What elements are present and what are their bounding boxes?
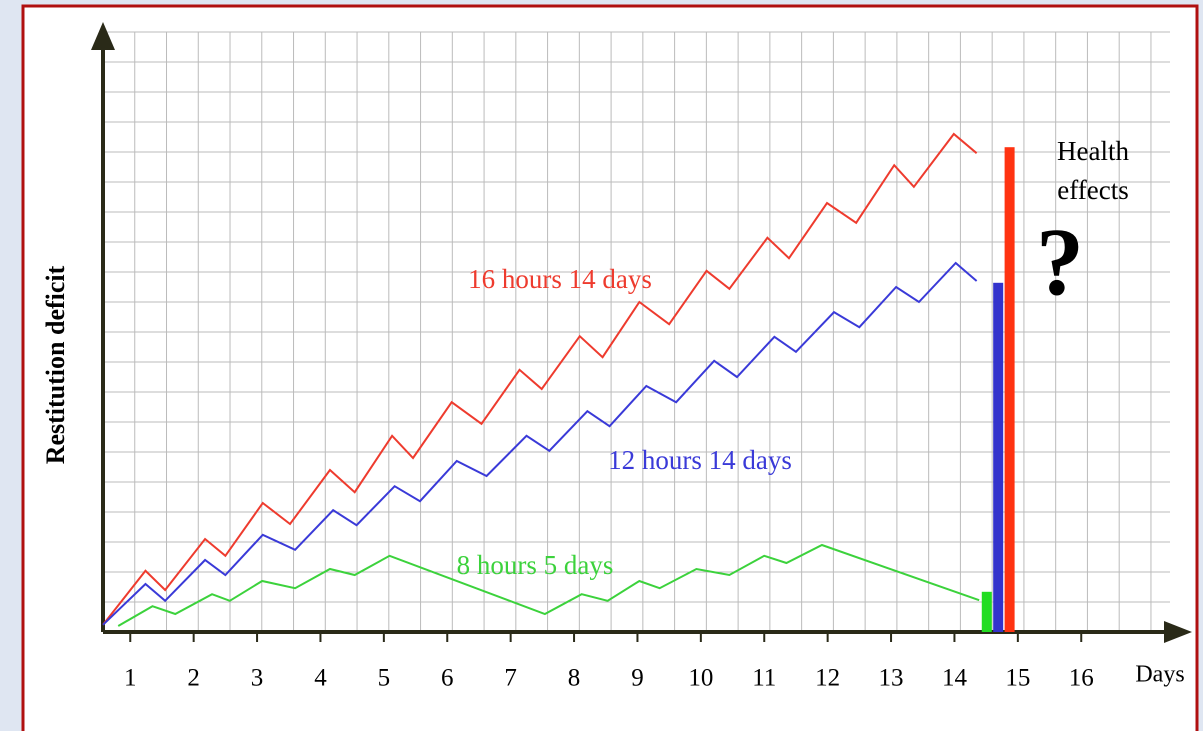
x-tick-label: 13 (879, 665, 904, 692)
x-tick-label: 1 (124, 665, 137, 692)
line-series (102, 132, 978, 626)
x-tick-label: 10 (688, 665, 713, 692)
x-tick-label: 14 (942, 665, 968, 692)
x-tick-label: 6 (441, 665, 454, 692)
series-label: 8 hours 5 days (457, 550, 614, 580)
x-tick-label: 4 (314, 665, 327, 692)
x-axis-label: Days (1135, 662, 1184, 688)
x-tick-label: 12 (815, 665, 840, 692)
x-tick-label: 11 (752, 665, 776, 692)
x-tick-label: 16 (1069, 665, 1094, 692)
x-axis-arrow (1164, 621, 1192, 643)
bar (981, 591, 992, 632)
x-tick-label: 3 (251, 665, 264, 692)
y-axis-label: Restitution deficit (41, 265, 70, 464)
series-label: 12 hours 14 days (608, 445, 792, 475)
frame (21, 4, 1199, 731)
grid (102, 31, 1170, 633)
line-series (102, 261, 978, 626)
x-tick-label: 9 (631, 665, 644, 692)
line-series (117, 543, 980, 627)
x-tick-label: 2 (187, 665, 200, 692)
bar (1004, 147, 1015, 632)
annotation: Health (1057, 136, 1129, 166)
y-axis-arrow (91, 22, 115, 50)
annotation: ? (1036, 208, 1084, 315)
bar (993, 282, 1004, 632)
x-tick-label: 8 (568, 665, 581, 692)
x-tick-label: 7 (504, 665, 517, 692)
annotation: effects (1057, 175, 1128, 205)
x-tick-label: 15 (1005, 665, 1030, 692)
series-label: 16 hours 14 days (468, 264, 652, 294)
x-tick-label: 5 (378, 665, 391, 692)
